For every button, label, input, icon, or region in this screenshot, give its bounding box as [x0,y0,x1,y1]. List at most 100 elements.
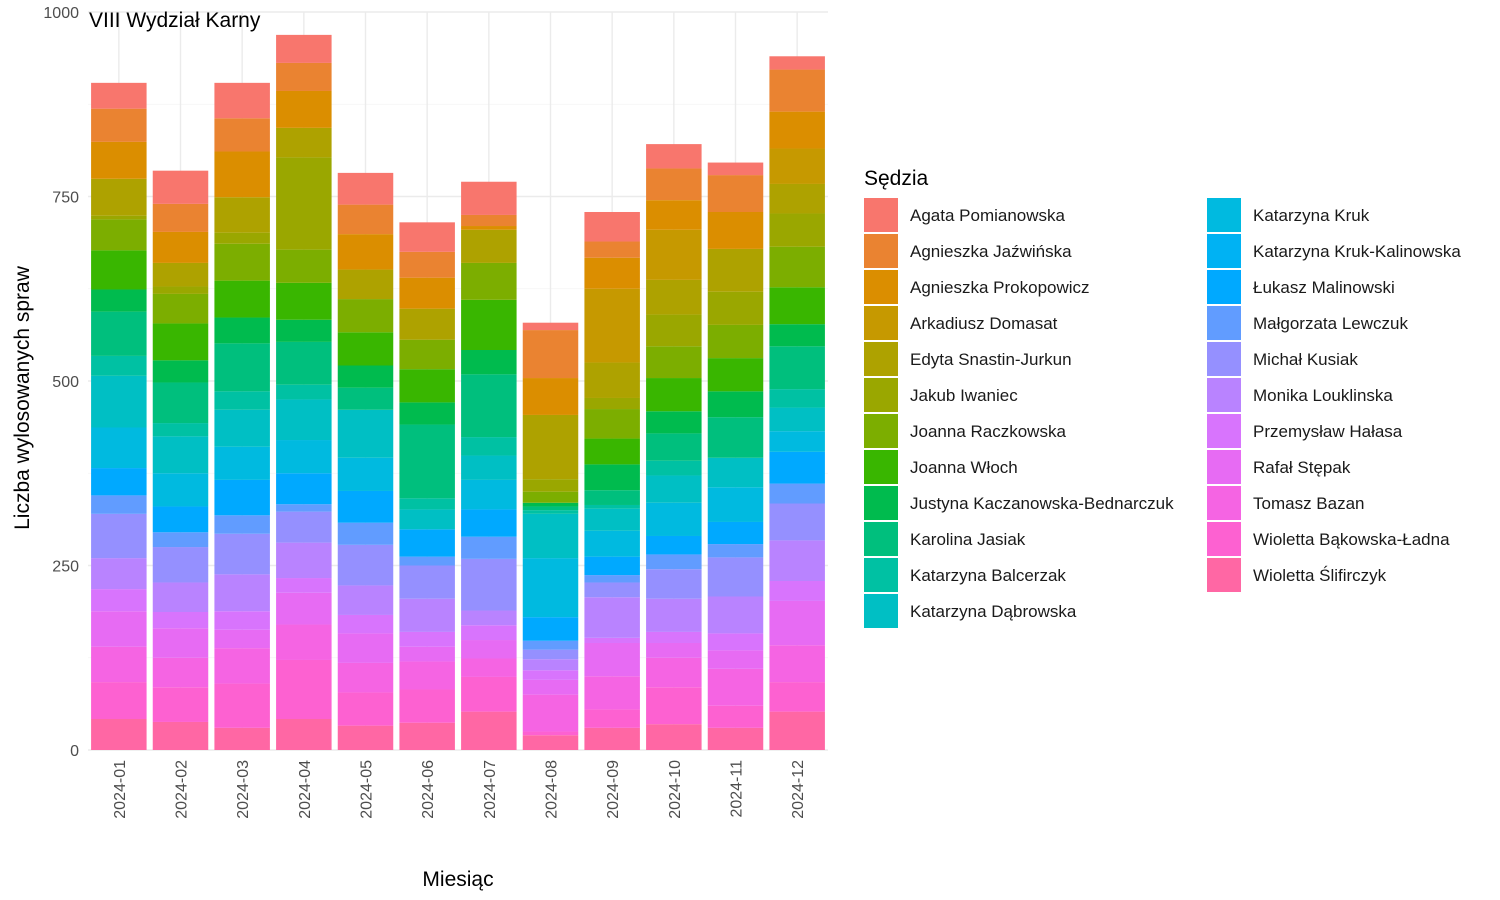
bar-segment [769,183,825,214]
x-tick-label: 2024-10 [667,760,684,819]
bar-segment [584,438,640,465]
bar-segment [399,661,455,690]
bar-segment [276,592,332,625]
bar-segment [769,503,825,541]
bar-segment [214,197,270,233]
x-tick-label: 2024-08 [544,760,561,819]
legend-label: Michał Kusiak [1253,350,1358,369]
bar-segment [276,504,332,512]
legend-label: Justyna Kaczanowska-Bednarczuk [910,494,1174,513]
bar-segment [646,554,702,570]
bar-segment [214,446,270,480]
bar-segment [769,682,825,712]
legend-item: Katarzyna Dąbrowska [864,594,1077,628]
legend-label: Agnieszka Prokopowicz [910,278,1090,297]
bar-segment [152,360,209,383]
bars [91,34,825,750]
bar-segment [769,56,825,70]
bar-segment [646,144,702,169]
bar-segment [707,211,764,249]
bar-segment [584,642,640,677]
x-tick-label: 2024-02 [174,760,191,819]
legend-item: Katarzyna Kruk-Kalinowska [1207,234,1461,268]
bar-segment [461,558,517,611]
bar-segment [337,332,394,366]
bar-segment [584,288,640,363]
bar-segment [522,513,579,559]
bar-segment [646,200,702,230]
bar-segment [399,646,455,662]
bar-segment [461,214,517,227]
bar-segment [214,118,270,152]
x-tick-label: 2024-04 [297,760,314,819]
bar-segment [399,598,455,632]
bar-segment [91,355,147,376]
bar-segment [461,479,517,510]
legend-label: Tomasz Bazan [1253,494,1365,513]
bar-segment [152,262,209,287]
bar-segment [769,213,825,247]
bar-segment [91,468,147,496]
bar-segment [646,687,702,725]
bar-segment [276,399,332,441]
bar-segment [707,544,764,558]
legend-label: Agata Pomianowska [910,206,1066,225]
legend-key [864,414,898,448]
bar-segment [399,631,455,647]
bar-segment [337,585,394,615]
legend-label: Katarzyna Balcerzak [910,566,1066,585]
bar-segment [769,483,825,504]
bar-segment [152,687,209,722]
legend-key [1207,450,1241,484]
bar-segment [91,219,147,251]
legend-key [1207,198,1241,232]
bar-segment [522,479,579,492]
bar-segment [769,246,825,288]
bar-segment [214,317,270,344]
bar-segment [337,633,394,663]
x-tick-label: 2024-11 [729,760,746,818]
bar-stack [337,172,394,750]
bar-segment [522,322,579,331]
bar-segment [769,389,825,408]
bar-segment [214,648,270,684]
bar-stack [399,222,455,750]
y-tick-label: 250 [52,559,79,576]
bar-segment [214,515,270,534]
bar-segment [461,610,517,626]
bar-segment [214,727,270,750]
bar-segment [646,433,702,461]
bar-segment [152,582,209,612]
bar-segment [91,589,147,612]
y-tick-label: 500 [52,374,79,391]
bar-segment [707,248,764,292]
bar-segment [522,735,579,750]
bar-segment [707,727,764,750]
bar-segment [91,646,147,683]
bar-segment [707,291,764,325]
bar-segment [461,374,517,438]
bar-segment [646,724,702,750]
bar-segment [707,596,764,634]
bar-segment [214,151,270,198]
bar-segment [461,299,517,351]
bar-segment [152,323,209,361]
bar-segment [152,423,209,437]
bar-segment [152,436,209,474]
bar-stack [707,162,764,750]
bar-segment [646,314,702,347]
bar-segment [91,108,147,142]
legend-item: Karolina Jasiak [864,522,1026,556]
legend-label: Arkadiusz Domasat [910,314,1058,333]
legend-label: Małgorzata Lewczuk [1253,314,1408,333]
bar-segment [769,451,825,484]
legend-label: Katarzyna Kruk-Kalinowska [1253,242,1461,261]
bar-segment [91,311,147,356]
bar-segment [152,170,209,204]
legend-key [1207,234,1241,268]
bar-segment [522,679,579,695]
bar-segment [214,343,270,392]
bar-segment [276,659,332,720]
bar-segment [91,558,147,590]
